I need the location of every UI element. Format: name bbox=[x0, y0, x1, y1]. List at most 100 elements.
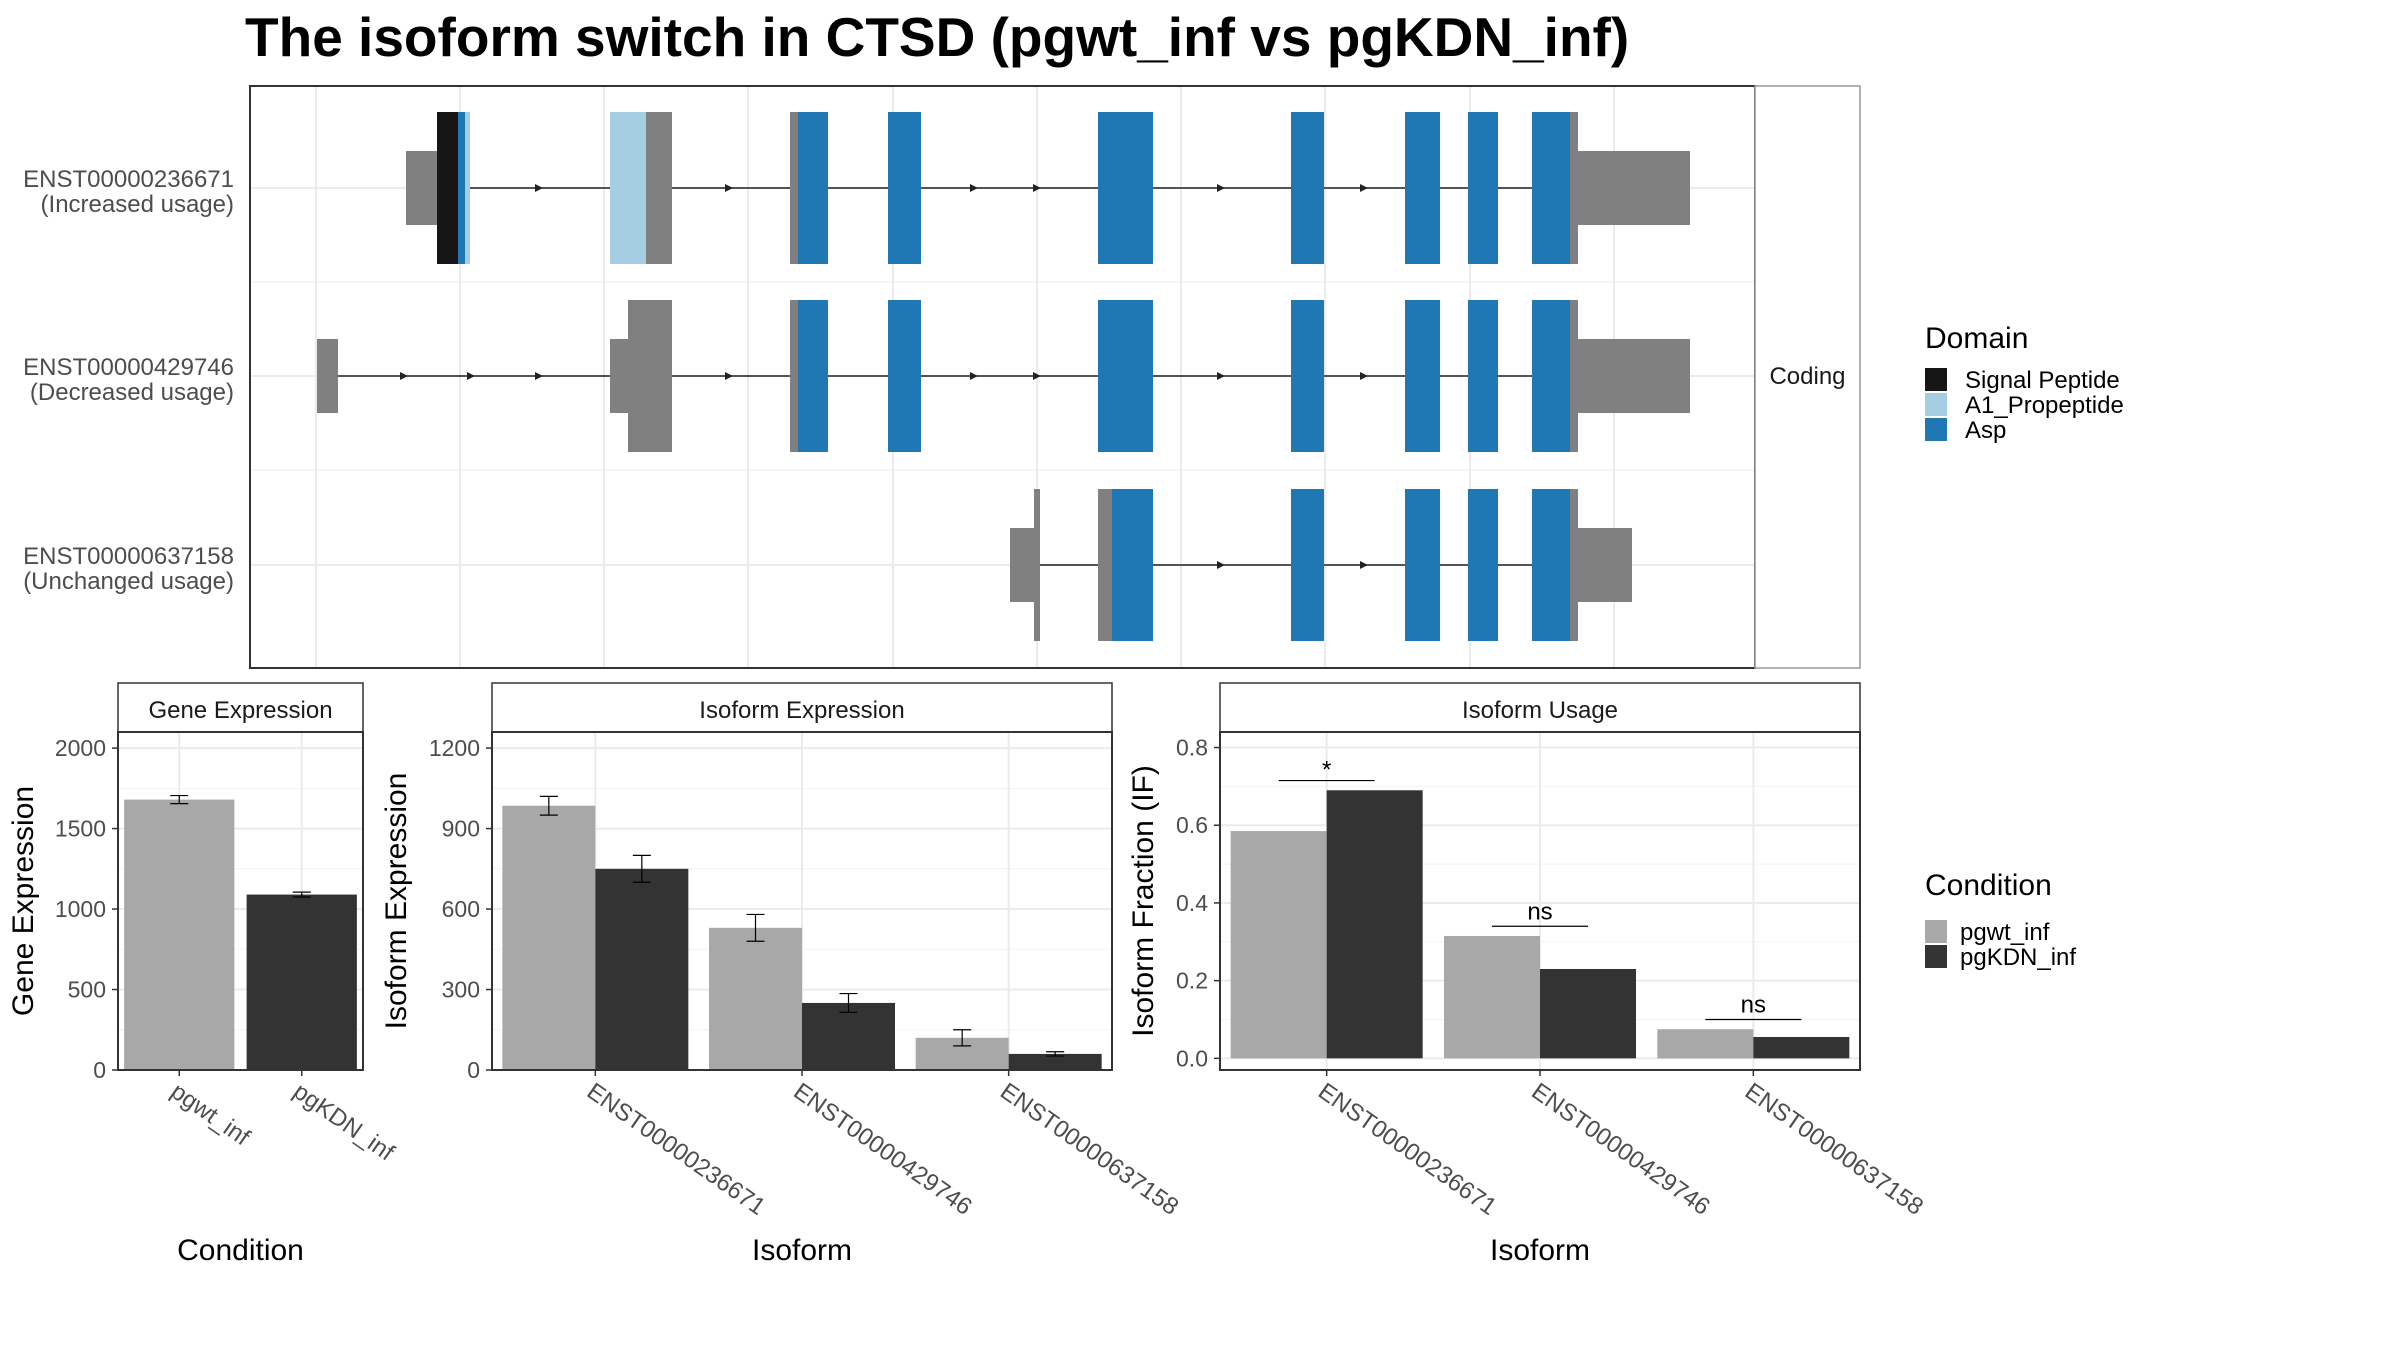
utr-exon bbox=[1570, 300, 1578, 452]
asp-domain bbox=[1291, 489, 1324, 641]
condition-legend-label: pgwt_inf bbox=[1960, 919, 2050, 946]
y-axis-title: Isoform Expression bbox=[380, 773, 413, 1030]
bar-pgKDN_inf bbox=[1008, 1053, 1102, 1070]
utr-exon bbox=[406, 151, 437, 225]
x-tick-label: pgwt_inf bbox=[166, 1078, 255, 1152]
error-bar bbox=[539, 795, 558, 816]
condition-legend-key bbox=[1925, 920, 1947, 943]
x-tick-label: pgKDN_inf bbox=[288, 1078, 399, 1167]
asp-domain bbox=[1532, 489, 1570, 641]
utr-exon bbox=[1034, 489, 1040, 641]
intron-direction-arrow bbox=[725, 372, 733, 380]
isoform-usage-label: (Unchanged usage) bbox=[23, 568, 234, 595]
bar-pgKDN_inf bbox=[246, 894, 357, 1070]
asp-domain bbox=[1532, 300, 1570, 452]
condition-legend-key bbox=[1925, 945, 1947, 968]
domain-legend-label: Asp bbox=[1965, 417, 2006, 444]
bar-pgwt_inf bbox=[502, 805, 596, 1070]
isoform-usage-label: (Increased usage) bbox=[41, 191, 234, 218]
bar-pgwt_inf bbox=[709, 927, 802, 1070]
asp-domain bbox=[888, 300, 921, 452]
asp-domain bbox=[1405, 300, 1440, 452]
condition-legend-label: pgKDN_inf bbox=[1960, 944, 2076, 971]
error-bar bbox=[292, 891, 311, 898]
intron-direction-arrow bbox=[535, 184, 543, 192]
utr-exon bbox=[1098, 489, 1112, 641]
panel-strip-title: Gene Expression bbox=[148, 697, 332, 724]
utr-exon bbox=[646, 112, 672, 264]
y-axis-title: Gene Expression bbox=[7, 786, 40, 1016]
intron-direction-arrow bbox=[970, 372, 978, 380]
asp-domain bbox=[1291, 112, 1324, 264]
intron-direction-arrow bbox=[1033, 372, 1041, 380]
y-tick-label: 300 bbox=[442, 977, 480, 1003]
y-tick-label: 1200 bbox=[429, 735, 480, 761]
bar-pgKDN_inf bbox=[595, 868, 689, 1070]
intron-direction-arrow bbox=[1360, 561, 1368, 569]
x-tick-label: ENST00000637158 bbox=[995, 1078, 1183, 1221]
utr-exon bbox=[790, 300, 798, 452]
domain-legend-label: A1_Propeptide bbox=[1965, 392, 2124, 419]
asp-domain bbox=[1405, 112, 1440, 264]
a1-propeptide-domain bbox=[610, 112, 646, 264]
significance-label: ns bbox=[1741, 991, 1766, 1018]
facet-strip-label: Coding bbox=[1769, 363, 1845, 390]
asp-domain bbox=[1098, 112, 1153, 264]
asp-domain bbox=[458, 112, 465, 264]
domain-legend-key bbox=[1925, 418, 1947, 441]
y-tick-label: 2000 bbox=[55, 735, 106, 761]
asp-domain bbox=[1468, 112, 1498, 264]
isoform-label-ENST00000429746: ENST00000429746 bbox=[23, 354, 234, 381]
domain-legend-key bbox=[1925, 368, 1947, 391]
y-tick-label: 500 bbox=[68, 977, 106, 1003]
intron-direction-arrow bbox=[1033, 184, 1041, 192]
error-bar bbox=[953, 1029, 972, 1047]
asp-domain bbox=[1532, 112, 1570, 264]
condition-legend-title: Condition bbox=[1925, 869, 2052, 902]
panel-border bbox=[1219, 731, 1861, 1071]
isoform-usage-panel: Isoform Usage 0.0 0.2 0.4 0.6 0.8 ENST00000236… bbox=[1127, 682, 1928, 1267]
utr-exon bbox=[1578, 151, 1690, 225]
bar-pgwt_inf bbox=[1230, 831, 1327, 1059]
a1-propeptide-domain bbox=[465, 112, 470, 264]
asp-domain bbox=[798, 300, 828, 452]
panel-strip-title: Isoform Usage bbox=[1462, 697, 1618, 724]
asp-domain bbox=[1098, 300, 1153, 452]
y-tick-label: 1000 bbox=[55, 896, 106, 922]
panel-strip-title: Isoform Expression bbox=[699, 697, 904, 724]
error-bar bbox=[746, 913, 765, 942]
y-axis-title: Isoform Fraction (IF) bbox=[1127, 765, 1160, 1037]
domain-legend-key bbox=[1925, 393, 1947, 416]
asp-domain bbox=[1112, 489, 1153, 641]
asp-domain bbox=[798, 112, 828, 264]
asp-domain bbox=[1405, 489, 1440, 641]
isoform-usage-label: (Decreased usage) bbox=[30, 379, 234, 406]
asp-domain bbox=[888, 112, 921, 264]
gene-expression-panel: Gene Expression 0 500 1000 1500 2000 pgwt_inf p… bbox=[7, 682, 399, 1267]
intron-direction-arrow bbox=[1217, 561, 1225, 569]
bar-pgKDN_inf bbox=[1326, 790, 1423, 1059]
x-axis-title: Isoform bbox=[752, 1234, 852, 1267]
x-tick-label: ENST00000429746 bbox=[789, 1078, 977, 1221]
y-tick-label: 600 bbox=[442, 896, 480, 922]
domain-legend-label: Signal Peptide bbox=[1965, 367, 2120, 394]
utr-exon bbox=[1578, 528, 1632, 602]
bar-pgKDN_inf bbox=[802, 1002, 895, 1070]
utr-exon bbox=[610, 339, 628, 413]
x-tick-label: ENST00000236671 bbox=[1313, 1078, 1501, 1221]
bar-pgwt_inf bbox=[1444, 935, 1540, 1059]
y-tick-label: 0.4 bbox=[1176, 890, 1208, 916]
utr-exon bbox=[628, 300, 672, 452]
intron-direction-arrow bbox=[970, 184, 978, 192]
intron-direction-arrow bbox=[1217, 372, 1225, 380]
error-bar bbox=[632, 854, 651, 883]
x-axis-title: Isoform bbox=[1490, 1234, 1590, 1267]
intron-direction-arrow bbox=[467, 372, 475, 380]
facet-strip bbox=[1754, 85, 1861, 669]
figure-title: The isoform switch in CTSD (pgwt_inf vs … bbox=[245, 6, 1629, 68]
asp-domain bbox=[1291, 300, 1324, 452]
panel-border bbox=[491, 731, 1113, 1071]
